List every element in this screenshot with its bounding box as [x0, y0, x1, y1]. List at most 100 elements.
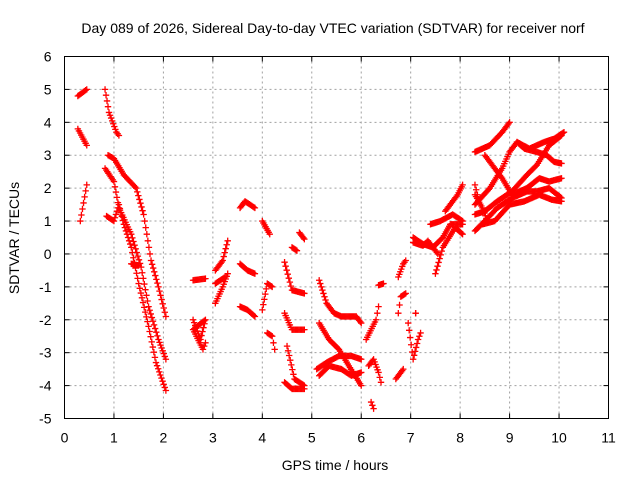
data-point — [300, 234, 307, 242]
series-track-g — [189, 275, 209, 353]
data-point — [102, 91, 110, 99]
data-point — [157, 292, 164, 299]
data-point — [156, 287, 163, 295]
data-point — [319, 286, 326, 294]
data-point — [135, 256, 143, 264]
data-point — [146, 250, 154, 258]
data-point — [120, 221, 128, 228]
data-point — [111, 183, 119, 191]
data-point — [374, 309, 381, 317]
x-tick-label: 3 — [209, 430, 217, 446]
data-point — [154, 279, 161, 287]
data-point — [112, 126, 119, 133]
y-axis-label: SDTVAR / TECUs — [6, 182, 22, 294]
data-point — [153, 329, 160, 336]
data-point — [200, 324, 207, 331]
data-point — [148, 314, 156, 321]
x-tick-label: 7 — [407, 430, 415, 446]
data-point — [161, 384, 168, 391]
data-point — [367, 398, 375, 406]
data-point — [158, 296, 165, 303]
data-point — [159, 300, 166, 307]
data-point — [506, 119, 513, 126]
data-point — [220, 253, 227, 260]
data-point — [149, 318, 157, 325]
data-point — [558, 160, 565, 167]
data-point — [400, 365, 407, 373]
data-point — [288, 361, 295, 369]
data-point — [116, 205, 124, 212]
data-point — [151, 268, 158, 276]
data-point — [154, 332, 161, 340]
data-point — [145, 303, 152, 310]
data-point — [282, 262, 289, 270]
data-point — [111, 214, 119, 221]
data-point — [83, 142, 90, 149]
data-point — [459, 231, 466, 238]
data-point — [160, 304, 167, 312]
data-point — [101, 86, 109, 93]
data-point — [268, 283, 275, 290]
y-tick-label: -2 — [39, 312, 52, 328]
data-point — [301, 326, 308, 333]
data-point — [143, 231, 151, 238]
data-point — [289, 366, 296, 373]
data-point — [154, 365, 162, 372]
data-point — [458, 217, 465, 224]
data-point — [286, 278, 294, 286]
data-point — [224, 270, 231, 277]
data-point — [157, 341, 164, 349]
data-point — [142, 224, 149, 231]
data-point — [224, 237, 231, 244]
data-point — [407, 341, 415, 348]
x-tick-label: 10 — [551, 430, 567, 446]
series-track-m — [362, 280, 387, 412]
data-point — [147, 257, 155, 264]
data-point — [160, 350, 167, 357]
data-point — [559, 129, 567, 137]
data-point — [369, 402, 376, 409]
y-tick-label: -3 — [39, 345, 52, 361]
data-point — [113, 194, 121, 201]
data-point — [266, 231, 273, 238]
data-point — [412, 344, 420, 351]
data-point — [250, 312, 258, 319]
x-tick-label: 6 — [357, 430, 365, 446]
data-point — [222, 273, 229, 281]
data-point — [222, 245, 229, 252]
data-point — [133, 184, 140, 192]
data-point — [370, 405, 377, 412]
data-point — [438, 247, 445, 255]
series-track-a — [74, 86, 90, 225]
data-point — [219, 257, 226, 264]
data-point — [103, 97, 111, 105]
data-point — [104, 103, 112, 110]
data-point — [138, 294, 146, 302]
data-point — [81, 193, 88, 201]
data-point — [358, 356, 365, 363]
data-point — [375, 303, 382, 310]
data-point — [121, 224, 129, 231]
data-point — [433, 249, 440, 256]
data-point — [251, 204, 259, 212]
data-point — [132, 245, 139, 253]
series-track-b — [101, 86, 123, 139]
data-point — [198, 332, 205, 339]
data-point — [110, 120, 117, 127]
data-point — [357, 318, 364, 325]
data-point — [558, 198, 565, 205]
data-point — [497, 173, 505, 181]
y-tick-label: -1 — [39, 279, 52, 295]
data-point — [144, 237, 152, 244]
data-point — [161, 309, 169, 316]
data-point — [145, 323, 152, 330]
data-point — [153, 362, 161, 369]
data-point — [145, 244, 153, 251]
data-point — [158, 374, 165, 382]
data-point — [118, 213, 126, 220]
data-point — [283, 342, 291, 350]
data-point — [82, 187, 89, 195]
y-tick-label: 0 — [44, 246, 52, 262]
data-point — [202, 275, 209, 282]
x-tick-label: 8 — [456, 430, 464, 446]
